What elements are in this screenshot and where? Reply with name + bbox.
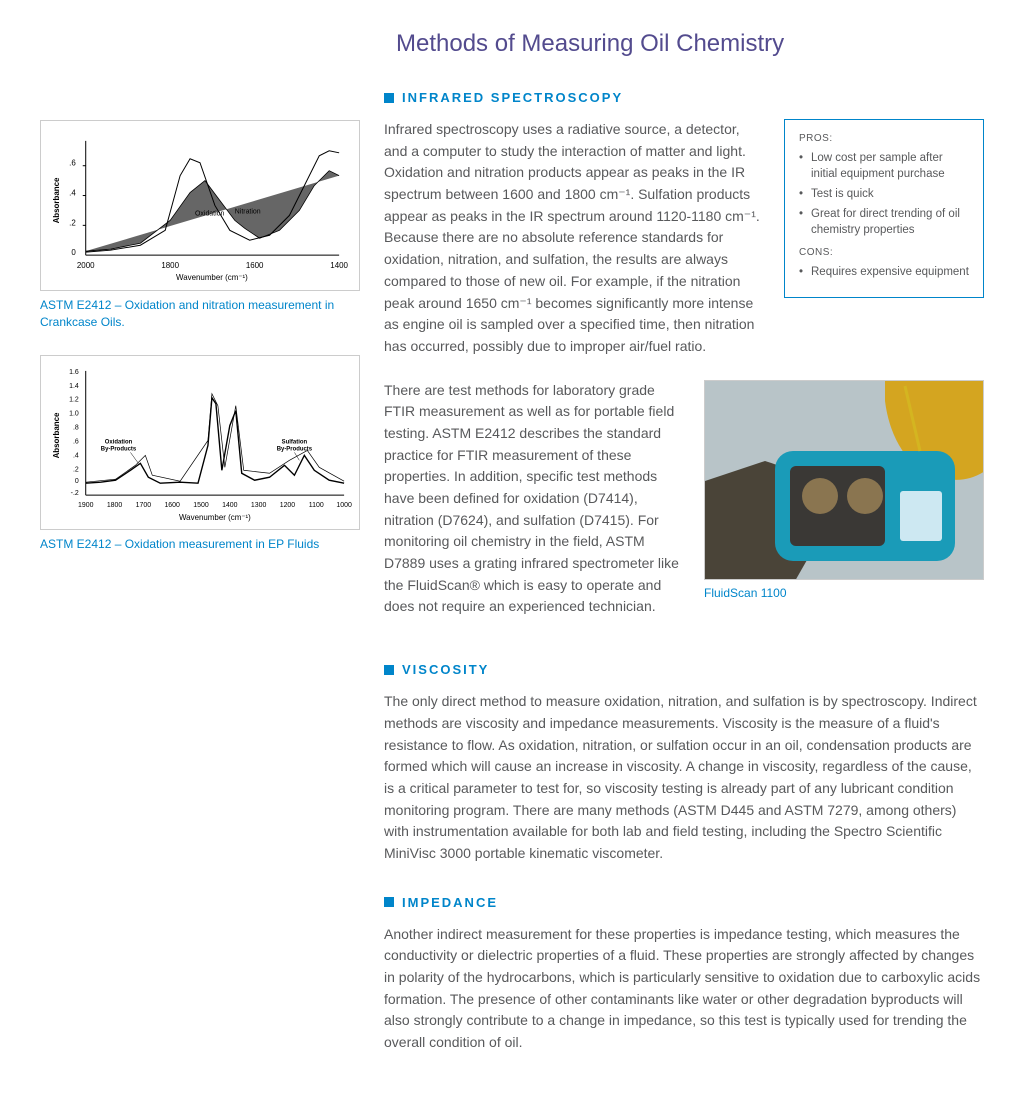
chart-1: 0 .2 .4 .6 2000 1800 1600 1400 Wavenumbe… xyxy=(40,120,360,291)
impedance-para: Another indirect measurement for these p… xyxy=(384,924,984,1054)
svg-text:.2: .2 xyxy=(73,466,79,473)
section-heading-ir: INFRARED SPECTROSCOPY xyxy=(384,90,984,105)
svg-text:Absorbance: Absorbance xyxy=(52,412,61,458)
svg-text:1400: 1400 xyxy=(330,261,348,270)
svg-text:1.6: 1.6 xyxy=(69,368,79,375)
svg-text:.6: .6 xyxy=(73,438,79,445)
cons-item: Requires expensive equipment xyxy=(799,264,969,280)
svg-text:1000: 1000 xyxy=(336,502,352,509)
svg-text:1500: 1500 xyxy=(193,502,209,509)
ir-para-2: There are test methods for laboratory gr… xyxy=(384,380,684,619)
svg-text:Wavenumber (cm⁻¹): Wavenumber (cm⁻¹) xyxy=(179,513,251,522)
section-heading-viscosity: VISCOSITY xyxy=(384,662,984,677)
svg-text:1800: 1800 xyxy=(107,502,123,509)
chart-2-caption: ASTM E2412 – Oxidation measurement in EP… xyxy=(40,536,360,553)
svg-text:.8: .8 xyxy=(73,424,79,431)
svg-text:Sulfation: Sulfation xyxy=(282,439,308,445)
svg-text:1800: 1800 xyxy=(161,261,179,270)
svg-text:0: 0 xyxy=(71,248,76,257)
heading-text: IMPEDANCE xyxy=(402,895,498,910)
svg-text:Absorbance: Absorbance xyxy=(52,177,61,223)
svg-text:1900: 1900 xyxy=(78,502,94,509)
pros-cons-box: PROS: Low cost per sample after initial … xyxy=(784,119,984,298)
pros-list: Low cost per sample after initial equipm… xyxy=(799,150,969,238)
svg-text:1600: 1600 xyxy=(164,502,180,509)
svg-text:1.2: 1.2 xyxy=(69,396,79,403)
svg-text:1400: 1400 xyxy=(222,502,238,509)
main-layout: 0 .2 .4 .6 2000 1800 1600 1400 Wavenumbe… xyxy=(40,90,984,1068)
ir-para-1: Infrared spectroscopy uses a radiative s… xyxy=(384,119,764,358)
svg-text:1700: 1700 xyxy=(136,502,152,509)
heading-text: VISCOSITY xyxy=(402,662,489,677)
cons-label: CONS: xyxy=(799,246,969,260)
svg-text:2000: 2000 xyxy=(77,261,95,270)
svg-text:1600: 1600 xyxy=(246,261,264,270)
heading-text: INFRARED SPECTROSCOPY xyxy=(402,90,623,105)
svg-text:1.0: 1.0 xyxy=(69,410,79,417)
svg-text:-.2: -.2 xyxy=(71,490,79,497)
svg-text:1200: 1200 xyxy=(280,502,296,509)
fluidscan-photo-block: FluidScan 1100 xyxy=(704,380,984,600)
svg-text:.4: .4 xyxy=(69,189,76,198)
svg-text:Wavenumber (cm⁻¹): Wavenumber (cm⁻¹) xyxy=(176,273,248,282)
fluidscan-photo xyxy=(704,380,984,580)
svg-text:1100: 1100 xyxy=(309,502,324,509)
pros-item: Test is quick xyxy=(799,186,969,202)
fluidscan-caption: FluidScan 1100 xyxy=(704,586,984,600)
svg-text:1300: 1300 xyxy=(251,502,267,509)
page-title: Methods of Measuring Oil Chemistry xyxy=(396,30,984,58)
left-sidebar: 0 .2 .4 .6 2000 1800 1600 1400 Wavenumbe… xyxy=(40,90,360,1068)
svg-text:.2: .2 xyxy=(69,218,76,227)
content-column: INFRARED SPECTROSCOPY Infrared spectrosc… xyxy=(384,90,984,1068)
section-heading-impedance: IMPEDANCE xyxy=(384,895,984,910)
pros-label: PROS: xyxy=(799,132,969,146)
svg-text:Oxidation: Oxidation xyxy=(195,210,224,217)
svg-text:Oxidation: Oxidation xyxy=(105,439,133,445)
svg-text:.4: .4 xyxy=(73,452,79,459)
pros-item: Low cost per sample after initial equipm… xyxy=(799,150,969,182)
svg-text:0: 0 xyxy=(75,478,79,485)
viscosity-para: The only direct method to measure oxidat… xyxy=(384,691,984,865)
pros-item: Great for direct trending of oil chemist… xyxy=(799,206,969,238)
chart-1-caption: ASTM E2412 – Oxidation and nitration mea… xyxy=(40,297,360,331)
svg-text:1.4: 1.4 xyxy=(69,382,79,389)
svg-text:.6: .6 xyxy=(69,159,76,168)
svg-text:By-Products: By-Products xyxy=(277,446,313,452)
chart-2: 1.6 1.4 1.2 1.0 .8 .6 .4 .2 0 -.2 1900 1… xyxy=(40,355,360,531)
svg-text:Nitration: Nitration xyxy=(235,208,261,215)
cons-list: Requires expensive equipment xyxy=(799,264,969,280)
svg-text:By-Products: By-Products xyxy=(101,446,137,452)
